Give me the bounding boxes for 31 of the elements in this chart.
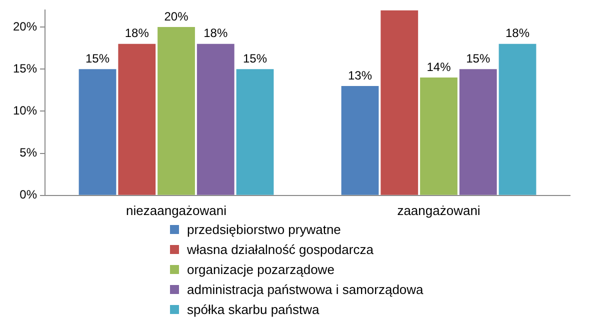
data-label: 13%	[348, 68, 372, 82]
data-label: 18%	[204, 26, 228, 40]
data-label: 18%	[124, 26, 150, 40]
legend-label: przedsiębiorstwo prywatne	[187, 222, 341, 237]
x-tick-label: niezaangażowani	[126, 202, 227, 218]
bar	[236, 69, 274, 195]
bar	[380, 10, 418, 195]
bar	[78, 69, 116, 195]
bar	[459, 69, 497, 195]
legend-label: własna działalność gospodarcza	[187, 242, 374, 257]
y-tick-label: 20%	[12, 19, 38, 34]
y-tick-label: 5%	[20, 146, 38, 160]
legend-label: spółka skarbu państwa	[187, 302, 320, 317]
data-label: 18%	[505, 26, 530, 40]
y-tick-label: 0%	[20, 188, 38, 202]
bar	[341, 86, 379, 195]
bar	[118, 44, 156, 195]
legend-label: administracja państwowa i samorządowa	[187, 282, 424, 297]
bar	[158, 27, 195, 195]
bar	[420, 78, 458, 195]
data-label: 15%	[86, 51, 110, 66]
y-tick-label: 10%	[12, 104, 38, 118]
data-label: 15%	[466, 51, 490, 66]
legend-label: organizacje pozarządowe	[187, 262, 334, 277]
bar	[498, 44, 536, 195]
data-label: 20%	[164, 9, 189, 24]
y-tick-label: 15%	[12, 61, 38, 76]
x-tick-label: zaangażowani	[397, 202, 480, 218]
bar	[196, 44, 234, 195]
data-label: 15%	[242, 51, 268, 66]
data-label: 14%	[426, 60, 452, 74]
